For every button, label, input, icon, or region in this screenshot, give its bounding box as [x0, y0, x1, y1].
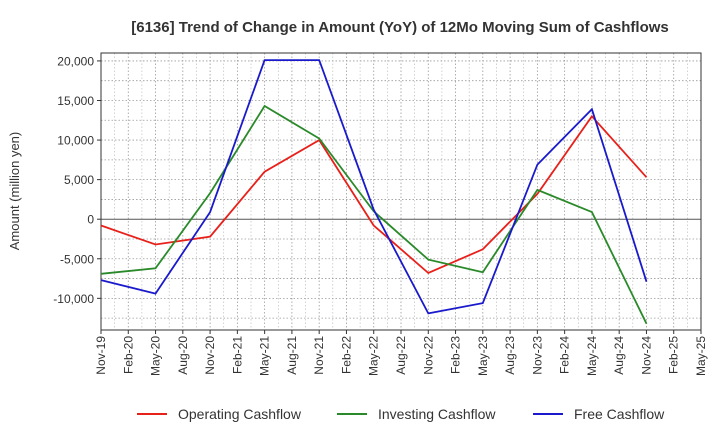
y-axis-label: Amount (million yen)	[7, 132, 22, 251]
x-tick-label: Aug-23	[503, 336, 517, 375]
x-tick-label: Nov-23	[530, 336, 544, 375]
chart-title: [6136] Trend of Change in Amount (YoY) o…	[131, 19, 669, 36]
x-tick-label: May-23	[476, 336, 490, 376]
series-lines	[100, 59, 648, 325]
series-line	[100, 59, 648, 315]
x-tick-label: Feb-20	[121, 336, 135, 374]
y-tick-label: -5,000	[60, 252, 94, 266]
axes: -10,000 -5,000 0 5,000 10,000 15,000 20,000 Nov…	[53, 52, 708, 376]
x-tick-label: May-24	[585, 336, 599, 376]
x-tick-label: May-22	[367, 336, 381, 376]
y-tick-label: -10,000	[53, 292, 94, 306]
x-tick-label: Feb-23	[449, 336, 463, 374]
y-tick-label: 0	[87, 213, 94, 227]
x-tick-label: Nov-22	[421, 336, 435, 375]
x-tick-label: Nov-24	[639, 336, 653, 375]
x-tick-label: Feb-24	[558, 336, 572, 374]
legend-label: Operating Cashflow	[178, 406, 302, 422]
x-tick-label: Nov-21	[312, 336, 326, 375]
x-tick-label: Feb-22	[339, 336, 353, 374]
legend-label: Investing Cashflow	[378, 406, 496, 422]
x-tick-label: May-21	[258, 336, 272, 376]
x-tick-label: Nov-20	[203, 336, 217, 375]
x-tick-label: May-25	[694, 336, 708, 376]
x-tick-label: Feb-21	[230, 336, 244, 374]
legend-label: Free Cashflow	[574, 406, 665, 422]
grid	[100, 53, 702, 330]
x-tick-label: Aug-22	[394, 336, 408, 375]
y-tick-label: 15,000	[57, 94, 94, 108]
y-tick-label: 10,000	[57, 134, 94, 148]
x-tick-label: Aug-21	[285, 336, 299, 375]
x-tick-label: Aug-20	[176, 336, 190, 375]
x-tick-label: Feb-25	[667, 336, 681, 374]
y-tick-label: 20,000	[57, 54, 94, 68]
x-tick-label: Nov-19	[94, 336, 108, 375]
x-tick-label: May-20	[149, 336, 163, 376]
y-tick-label: 5,000	[64, 173, 94, 187]
x-tick-label: Aug-24	[612, 336, 626, 375]
legend: Operating Cashflow Investing Cashflow Free…	[137, 406, 665, 422]
